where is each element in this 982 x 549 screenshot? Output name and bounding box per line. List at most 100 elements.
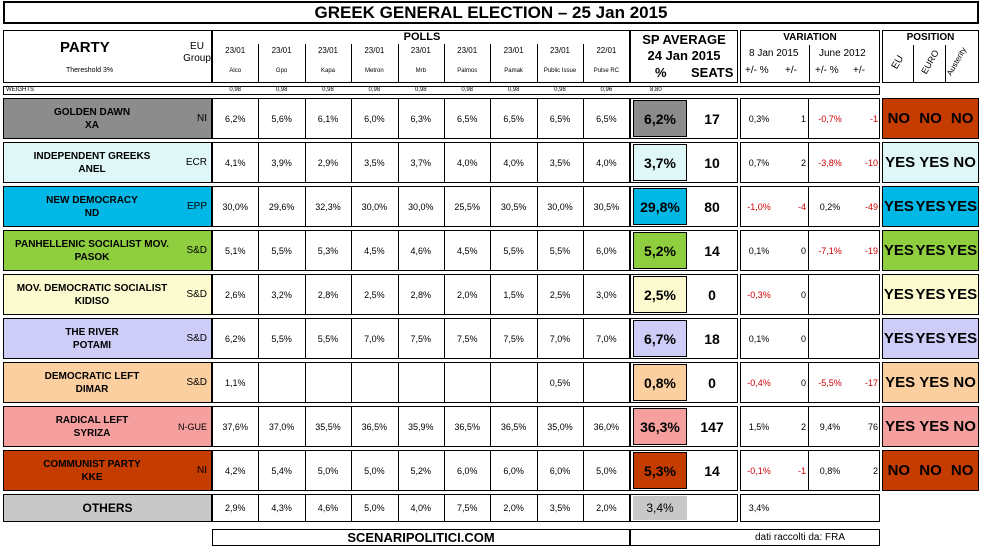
poll-divider: [490, 44, 492, 83]
var1-pct: -1,0%: [747, 201, 771, 212]
polls-row: [212, 230, 630, 271]
party-name-line1: DEMOCRATIC LEFT: [44, 370, 140, 382]
variation-row: [740, 98, 880, 139]
cell-divider: [351, 406, 353, 447]
cell-divider: [304, 98, 306, 139]
poll-value: [258, 362, 304, 403]
poll-value: 2,9%: [317, 157, 339, 168]
poll-value: 4,0%: [456, 157, 478, 168]
poll-value: 36,0%: [593, 421, 620, 432]
poll-value: 36,5%: [361, 421, 388, 432]
poll-value: 5,2%: [410, 465, 432, 476]
party-abbrev: POTAMI: [72, 339, 112, 351]
position-euro: NO: [919, 462, 942, 479]
position-euro: YES: [915, 198, 946, 215]
poll-value: 4,0%: [410, 503, 432, 513]
poll-value: 5,1%: [224, 245, 246, 256]
party-name: MOV. DEMOCRATIC SOCIALIST KIDISO: [8, 282, 176, 308]
poll-value: 4,0%: [503, 157, 524, 168]
sp-average-value: 6,7%: [633, 320, 687, 357]
cell-divider: [258, 186, 260, 227]
party-abbrev: PASOK: [74, 251, 110, 263]
poll-value: 30,0%: [361, 201, 388, 212]
cell-divider: [258, 362, 260, 403]
cell-divider: [351, 274, 353, 315]
poll-value: 32,3%: [315, 201, 341, 212]
cell-divider: [583, 142, 585, 183]
position-label: POSITION: [906, 32, 955, 43]
poll-value: 7,0%: [596, 333, 617, 344]
cell-divider: [351, 318, 353, 359]
sp-row: [630, 142, 738, 183]
poll-divider: [304, 44, 306, 83]
var2-seats: -1: [869, 113, 878, 124]
cell-divider: [351, 98, 353, 139]
poll-value: 4,0%: [596, 157, 617, 168]
poll-value: 2,0%: [503, 503, 524, 513]
poll-weight: 0,98: [322, 87, 334, 93]
var2-seats: 76: [867, 421, 878, 432]
poll-divider: [583, 44, 585, 83]
cell-divider: [258, 318, 260, 359]
variation-row: [740, 186, 880, 227]
cell-divider: [444, 142, 445, 183]
footer-source: dati raccolti da: FRA: [630, 529, 880, 546]
poll-value: 6,1%: [317, 113, 339, 124]
seats-value: 0: [708, 374, 716, 391]
eu-group: S&D: [186, 245, 207, 256]
poll-value: 4,3%: [271, 503, 292, 513]
polls-row: [212, 142, 630, 183]
polls-header: POLLS: [212, 30, 630, 83]
cell-divider: [397, 494, 399, 522]
polls-row: [212, 450, 630, 491]
position-cell: YES YES YES: [882, 230, 979, 271]
position-cell: YES YES NO: [882, 362, 979, 403]
poll-value: 2,9%: [224, 503, 246, 513]
position-euro: YES: [915, 330, 946, 347]
cell-divider: [536, 230, 538, 271]
cell-divider: [536, 406, 538, 447]
cell-divider: [536, 142, 538, 183]
position-austerity: NO: [953, 418, 976, 435]
poll-value: 3,0%: [596, 289, 617, 300]
cell-divider: [304, 450, 306, 491]
var1-pct: 0,7%: [748, 157, 770, 168]
position-austerity: NO: [953, 374, 976, 391]
eu-group: NI: [197, 465, 207, 476]
var1-seats: 0: [800, 377, 806, 388]
poll-value: 5,0%: [596, 465, 617, 476]
party-cell: RADICAL LEFT SYRIZA N-GUE: [3, 406, 212, 447]
pct-label: %: [655, 65, 667, 80]
poll-name: Gpo: [275, 68, 288, 74]
cell-divider: [397, 142, 399, 183]
var1-seats-label: +/-: [785, 65, 797, 76]
cell-divider: [351, 230, 353, 271]
cell-divider: [583, 450, 585, 491]
poll-value: 4,5%: [364, 245, 385, 256]
var2-seats-label: +/-: [853, 65, 865, 76]
threshold-label: Thereshold 3%: [66, 67, 114, 74]
party-cell: MOV. DEMOCRATIC SOCIALIST KIDISO S&D: [3, 274, 212, 315]
poll-date: 23/01: [410, 46, 431, 55]
cell-divider: [304, 494, 306, 522]
poll-weight: 0,96: [600, 87, 613, 93]
polls-row: [212, 362, 630, 403]
sp-row: [630, 318, 738, 359]
poll-value: 2,8%: [410, 289, 432, 300]
var2-seats: [848, 318, 878, 359]
poll-weight: 0,98: [554, 87, 566, 93]
poll-name: Metron: [365, 68, 384, 74]
poll-value: [351, 362, 397, 403]
poll-value: 35,0%: [547, 421, 573, 432]
poll-value: 6,0%: [549, 465, 571, 476]
var1-pct: 0,1%: [748, 333, 770, 344]
poll-value: 3,5%: [549, 503, 571, 513]
cell-divider: [536, 98, 538, 139]
party-cell: COMMUNIST PARTY KKE NI: [3, 450, 212, 491]
poll-value: 0,5%: [549, 377, 571, 388]
poll-date: 23/01: [549, 46, 570, 55]
sp-row: [630, 362, 738, 403]
eu-group: S&D: [186, 333, 207, 344]
seats-label: SEATS: [691, 65, 734, 80]
position-cell: YES YES YES: [882, 274, 979, 315]
